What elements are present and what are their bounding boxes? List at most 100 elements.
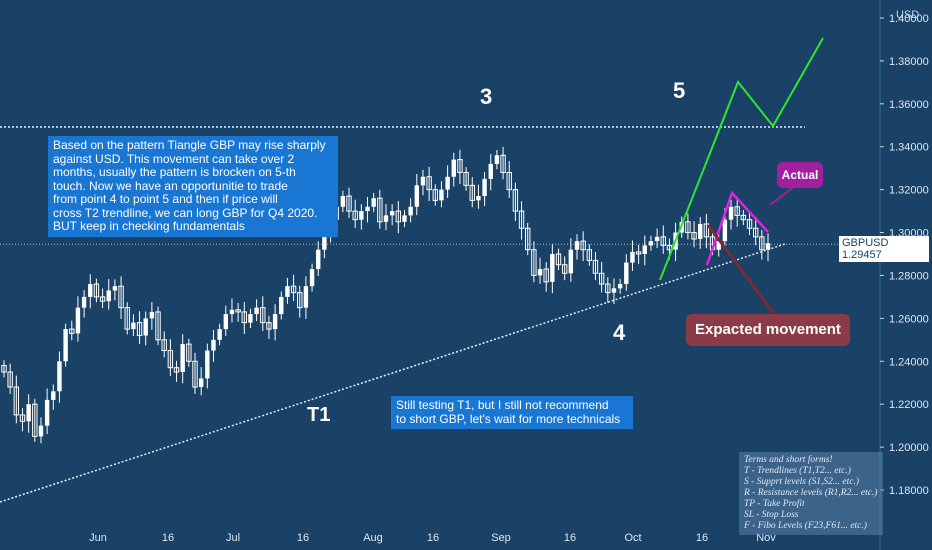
candle-body bbox=[451, 159, 456, 177]
candle-body bbox=[426, 176, 432, 191]
candle-body bbox=[13, 386, 20, 416]
candle-body bbox=[746, 219, 753, 229]
y-tick-label: 1.32000 bbox=[889, 185, 929, 197]
x-tick-label: 16 bbox=[564, 532, 576, 544]
main-note: Based on the pattern Tiangle GBP may ris… bbox=[48, 136, 338, 237]
candle-body bbox=[266, 322, 272, 330]
candle-body bbox=[648, 241, 654, 246]
y-tick-label: 1.26000 bbox=[889, 313, 929, 325]
x-tick-label: Nov bbox=[756, 532, 776, 544]
candle-body bbox=[666, 244, 673, 251]
price-tag-symbol: GBPUSD bbox=[842, 237, 889, 249]
x-tick-label: Oct bbox=[624, 532, 641, 544]
candle-body bbox=[260, 307, 266, 324]
candle-body bbox=[494, 155, 500, 164]
candle-body bbox=[180, 344, 185, 372]
candle-body bbox=[365, 206, 370, 212]
candle-body bbox=[340, 196, 346, 207]
candle-body bbox=[106, 290, 111, 302]
y-tick-label: 1.38000 bbox=[889, 56, 929, 68]
candle-body bbox=[167, 350, 174, 369]
candle-body bbox=[377, 197, 383, 223]
candle-body bbox=[716, 241, 721, 250]
candle-body bbox=[57, 361, 62, 392]
candle-body bbox=[112, 286, 118, 291]
candle-body bbox=[765, 243, 771, 250]
candle-body bbox=[173, 367, 180, 373]
point-5-label: 5 bbox=[673, 78, 686, 103]
candle-body bbox=[439, 189, 444, 201]
candle-body bbox=[555, 253, 562, 266]
candle-body bbox=[279, 296, 284, 315]
projected-path-green bbox=[659, 37, 824, 281]
point-3-label: 3 bbox=[480, 84, 493, 109]
expected-movement-callout: Expacted movement bbox=[686, 314, 850, 346]
x-tick-label: 16 bbox=[696, 532, 708, 544]
candle-body bbox=[586, 249, 593, 261]
candle-body bbox=[211, 339, 216, 351]
candle-body bbox=[722, 219, 728, 242]
candle-body bbox=[254, 307, 259, 315]
terms-box: Terms and short forms! T - Trendlines (T… bbox=[739, 452, 883, 535]
candle-body bbox=[469, 184, 475, 201]
candle-body bbox=[88, 284, 93, 297]
candle-body bbox=[44, 399, 50, 426]
candle-body bbox=[605, 283, 611, 294]
candle-body bbox=[136, 322, 143, 337]
candle-body bbox=[420, 176, 426, 186]
candle-body bbox=[395, 210, 402, 223]
t1-label: T1 bbox=[307, 404, 331, 426]
candle-body bbox=[642, 245, 647, 254]
candle-body bbox=[457, 159, 463, 173]
candle-body bbox=[143, 318, 148, 336]
candle-body bbox=[463, 171, 469, 186]
candle-body bbox=[660, 236, 666, 246]
actual-pointer-line bbox=[769, 185, 796, 206]
candle-body bbox=[346, 195, 352, 212]
candle-body bbox=[19, 414, 26, 422]
x-tick-label: 16 bbox=[162, 532, 174, 544]
candle-body bbox=[235, 309, 241, 313]
candle-body bbox=[568, 249, 574, 274]
candle-body bbox=[155, 311, 161, 341]
candle-body bbox=[518, 210, 525, 229]
last-price-tag: GBPUSD 1.29457 bbox=[839, 236, 929, 262]
candle-body bbox=[654, 236, 660, 242]
candle-body bbox=[561, 264, 568, 274]
candle-body bbox=[525, 227, 531, 251]
candle-body bbox=[303, 286, 309, 308]
candle-body bbox=[26, 404, 31, 422]
candle-body bbox=[506, 171, 512, 191]
y-tick-label: 1.18000 bbox=[889, 485, 929, 497]
candle-body bbox=[229, 309, 235, 315]
candle-body bbox=[7, 371, 13, 388]
candle-body bbox=[402, 215, 407, 222]
y-tick-label: 1.36000 bbox=[889, 99, 929, 111]
x-tick-label: Aug bbox=[363, 532, 383, 544]
y-tick-label: 1.28000 bbox=[889, 270, 929, 282]
candle-body bbox=[752, 227, 759, 238]
candle-body bbox=[359, 211, 364, 220]
candle-body bbox=[272, 314, 278, 330]
candle-body bbox=[352, 210, 358, 221]
candle-body bbox=[118, 285, 124, 309]
y-tick-label: 1.34000 bbox=[889, 142, 929, 154]
candle-body bbox=[51, 391, 56, 400]
candle-body bbox=[316, 249, 321, 270]
candle-body bbox=[124, 307, 130, 330]
candle-body bbox=[1, 365, 7, 373]
candle-body bbox=[38, 425, 44, 437]
candle-body bbox=[290, 285, 297, 294]
candle-body bbox=[297, 292, 303, 309]
candle-body bbox=[734, 206, 740, 216]
candle-body bbox=[75, 307, 81, 334]
candle-body bbox=[500, 154, 506, 173]
price-tag-value: 1.29457 bbox=[842, 249, 882, 261]
y-tick-label: 1.22000 bbox=[889, 399, 929, 411]
candle-body bbox=[617, 284, 623, 289]
currency-label: USD bbox=[896, 9, 920, 21]
candle-body bbox=[543, 268, 549, 283]
candle-body bbox=[383, 215, 389, 222]
candle-body bbox=[131, 322, 136, 330]
